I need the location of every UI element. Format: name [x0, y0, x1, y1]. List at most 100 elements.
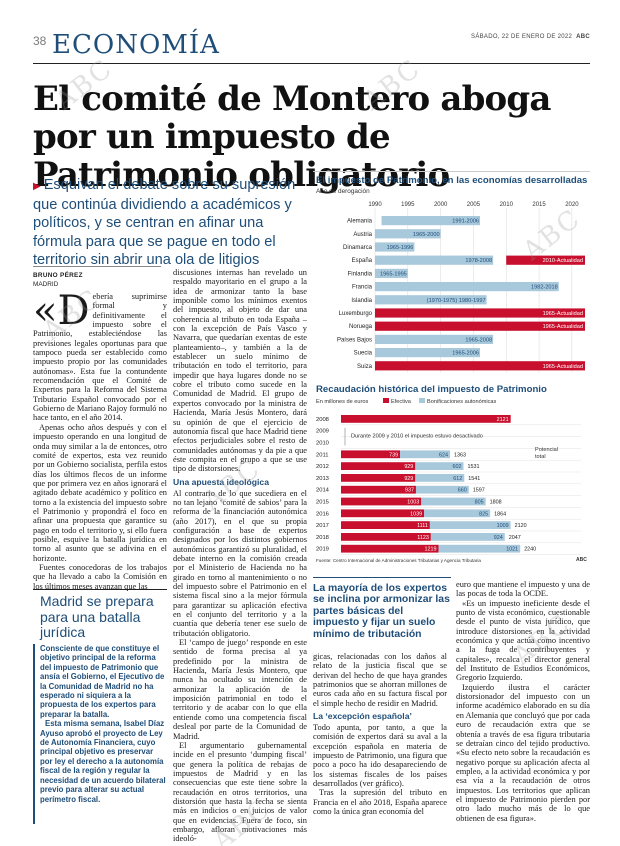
body-paragraph: Fuentes conocedoras de los trabajos que …	[33, 562, 167, 591]
chart-top-rule	[313, 171, 590, 172]
timeline-bar	[375, 242, 415, 252]
bar-label-efectiva: 2121	[497, 417, 509, 423]
bar-label-bonificaciones: 602	[452, 464, 461, 470]
year-label: 2010	[316, 441, 329, 447]
subhead: Una apuesta ideológica	[173, 476, 269, 487]
sidebar-body: Consciente de que constituye el objetivo…	[40, 644, 166, 804]
timeline-bar-label: 1982-2018	[531, 285, 558, 291]
bar-label-bonificaciones: 805	[475, 500, 484, 506]
bar-label-efectiva: 929	[404, 464, 413, 470]
bar-label-bonificaciones: 924	[494, 535, 503, 541]
x-tick-label: 2005	[467, 202, 481, 208]
brand: ABC	[576, 34, 590, 40]
bar-efectiva	[341, 521, 430, 529]
timeline-bar	[381, 216, 480, 226]
total-label: 1864	[494, 511, 506, 517]
body-paragraph: Tras la supresión del tributo en Francia…	[313, 788, 447, 817]
year-label: 2018	[316, 535, 329, 541]
bar-label-bonificaciones: 1021	[506, 547, 518, 553]
x-tick-label: 2015	[532, 202, 546, 208]
timeline-bar-label: 1978-2008	[465, 258, 492, 264]
section-title: ECONOMÍA	[52, 30, 220, 60]
year-label: 2014	[316, 488, 330, 494]
bar-efectiva	[341, 509, 425, 518]
timeline-bar	[375, 229, 441, 239]
bar-efectiva	[341, 497, 422, 506]
body-paragraph: El ‘campo de juego’ responde en este sen…	[173, 638, 307, 741]
country-label: Islandia	[351, 298, 372, 304]
bar-bonificaciones	[424, 509, 491, 518]
bar-bonificaciones	[429, 521, 511, 529]
total-label: 1541	[468, 476, 480, 482]
timeline-bar-label: 1965-1996	[387, 245, 414, 251]
body-paragraph: «Es un impuesto ineficiente desde el pun…	[456, 598, 590, 683]
timeline-bar	[375, 321, 585, 331]
body-paragraph: Todo apunta, por tanto, a que la comisió…	[313, 723, 447, 789]
subhead: La ‘excepción española’	[313, 711, 412, 722]
body-paragraph: euro que mantiene el impuesto y una de l…	[456, 580, 590, 599]
body-paragraph: Izquierdo ilustra el carácter distorsion…	[456, 682, 590, 823]
byline-author: BRUNO PÉREZ	[33, 272, 83, 279]
timeline-bar-label: 1965-2000	[413, 232, 440, 238]
body-paragraph: gicas, relacionadas con los daños al rel…	[313, 652, 447, 708]
bar-efectiva	[341, 474, 416, 482]
body-column-3: gicas, relacionadas con los daños al rel…	[313, 652, 447, 817]
body-paragraph: Apenas ocho años después y con el impues…	[33, 422, 167, 563]
bar-label-efectiva: 1219	[425, 547, 437, 553]
timeline-bar	[375, 361, 585, 371]
legend-label: Bonificaciones autonómicas	[427, 399, 497, 405]
body-paragraph: El argumentario gubernamental incide en …	[173, 740, 307, 844]
timeline-bar	[375, 268, 408, 278]
country-label: Austria	[353, 232, 372, 238]
bar-efectiva	[341, 450, 401, 459]
year-label: 2019	[316, 547, 329, 553]
year-label: 2017	[316, 523, 329, 529]
year-label: 2015	[316, 500, 329, 506]
year-label: 2011	[316, 452, 328, 458]
bar-label-efectiva: 739	[389, 452, 398, 458]
timeline-bar-label: 1965-2006	[452, 351, 479, 357]
legend-swatch	[383, 398, 389, 403]
sidebar-rule	[33, 589, 167, 590]
body-paragraph: ebería suprimirse formal y definitivamen…	[33, 292, 167, 423]
bar-bonificaciones	[438, 544, 521, 553]
timeline-bar-label: (1970-1975) 1980-1997	[427, 298, 486, 304]
bar-efectiva	[341, 485, 416, 494]
page-number: 38	[33, 34, 47, 48]
timeline-chart: 1990 1995 2000 2005 2010 2015 2020 Alemania 1991…	[337, 202, 585, 373]
bar-efectiva	[341, 415, 511, 423]
bar-label-bonificaciones: 825	[479, 511, 488, 517]
timeline-bar-label: 1965-Actualidad	[543, 324, 583, 330]
total-legend-label: Potencial	[535, 447, 558, 453]
bar-label-bonificaciones: 1009	[497, 523, 509, 529]
country-label: Luxemburgo	[339, 311, 373, 317]
bar-label-efectiva: 1003	[407, 500, 419, 506]
bar-bonificaciones	[415, 462, 464, 470]
timeline-bar	[375, 282, 559, 292]
country-label: Noruega	[349, 324, 373, 330]
total-label: 2047	[509, 535, 521, 541]
x-tick-label: 2010	[500, 202, 514, 208]
country-label: Alemania	[347, 219, 373, 225]
bar-label-efectiva: 1123	[417, 535, 429, 541]
timeline-bar	[375, 308, 585, 318]
year-label: 2009	[316, 429, 329, 435]
bar-bonificaciones	[415, 485, 469, 494]
bar-label-efectiva: 1111	[417, 523, 428, 529]
bar-label-bonificaciones: 612	[453, 476, 462, 482]
bar-efectiva	[341, 533, 431, 541]
bar-label-bonificaciones: 660	[458, 488, 467, 494]
sidebar-title: Madrid se prepara para una batalla juríd…	[40, 593, 154, 640]
total-label: 1808	[490, 500, 502, 506]
annotation: Durante 2009 y 2010 el impuesto estuvo d…	[351, 434, 483, 440]
timeline-bar	[375, 255, 494, 265]
bar-efectiva	[341, 544, 439, 553]
timeline-bar	[375, 348, 480, 358]
timeline-bar	[375, 295, 487, 305]
timeline-bar-label: 2010-Actualidad	[543, 258, 583, 264]
pull-quote-rule	[313, 577, 451, 578]
total-legend-label: total	[535, 454, 546, 460]
sidebar-paragraph: Esta misma semana, Isabel Díaz Ayuso apr…	[40, 719, 166, 804]
body-column-1: «D ebería suprimirse formal y definitiva…	[33, 291, 167, 591]
date: SÁBADO, 22 DE ENERO DE 2022	[471, 34, 573, 40]
